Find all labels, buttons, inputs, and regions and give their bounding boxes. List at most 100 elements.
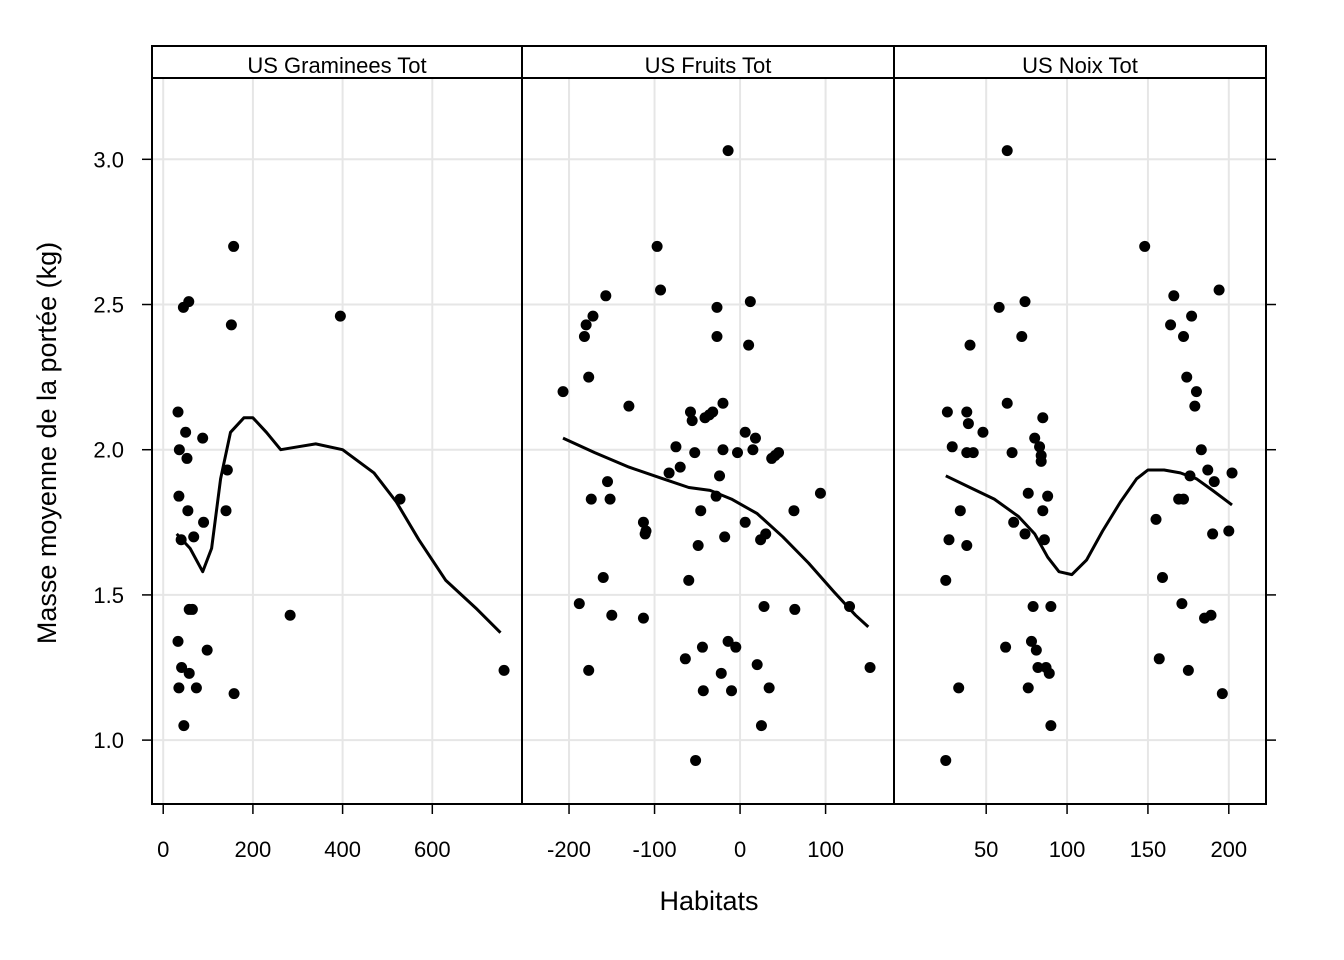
data-point: [600, 290, 612, 302]
data-point: [696, 641, 708, 653]
y-axis-title: Masse moyenne de la portée (kg): [32, 242, 62, 644]
data-point: [602, 476, 614, 488]
data-point: [679, 653, 691, 665]
data-point: [1156, 571, 1168, 583]
data-point: [334, 310, 346, 322]
data-point: [1168, 290, 1180, 302]
data-point: [228, 240, 240, 252]
data-point: [710, 490, 722, 502]
data-point: [684, 406, 696, 418]
data-point: [744, 296, 756, 308]
data-point: [722, 635, 734, 647]
data-point: [739, 516, 751, 528]
data-point: [1165, 319, 1177, 331]
x-tick-label: 100: [1049, 837, 1086, 862]
y-tick-label: 2.0: [93, 438, 124, 463]
x-tick-label: 400: [324, 837, 361, 862]
data-point: [747, 444, 759, 456]
data-point: [1139, 240, 1151, 252]
data-point: [394, 493, 406, 505]
loess-curve: [945, 468, 1233, 577]
data-point: [749, 432, 761, 444]
y-tick-label: 3.0: [93, 147, 124, 172]
loess-curve: [562, 436, 870, 629]
data-point: [1019, 296, 1031, 308]
data-point: [714, 470, 726, 482]
data-point: [755, 720, 767, 732]
data-point: [173, 444, 185, 456]
data-point: [1022, 682, 1034, 694]
data-point: [1202, 464, 1214, 476]
data-point: [715, 667, 727, 679]
data-point: [1043, 667, 1055, 679]
y-tick-label: 1.0: [93, 728, 124, 753]
data-point: [1001, 145, 1013, 157]
data-point: [651, 240, 663, 252]
data-point: [763, 682, 775, 694]
x-tick-label: 600: [414, 837, 451, 862]
data-point: [773, 447, 785, 459]
data-point: [1027, 601, 1039, 613]
data-point: [732, 447, 744, 459]
data-point: [1045, 720, 1057, 732]
data-point: [1216, 688, 1228, 700]
data-point: [961, 540, 973, 552]
data-point: [1178, 330, 1190, 342]
data-point: [637, 612, 649, 624]
data-point: [173, 490, 185, 502]
data-point: [954, 505, 966, 517]
data-point: [788, 505, 800, 517]
data-point: [220, 505, 232, 517]
panel-frame: [521, 77, 895, 805]
data-point: [743, 339, 755, 351]
data-point: [719, 531, 731, 543]
data-point: [711, 330, 723, 342]
data-point: [689, 447, 701, 459]
data-point: [557, 386, 569, 398]
data-point: [964, 339, 976, 351]
data-point: [606, 609, 618, 621]
data-point: [221, 464, 233, 476]
data-point: [717, 397, 729, 409]
frame-layer: [142, 45, 1276, 814]
data-point: [1006, 447, 1018, 459]
data-point: [967, 447, 979, 459]
data-point: [1045, 601, 1057, 613]
data-point: [1213, 284, 1225, 296]
data-point: [1190, 386, 1202, 398]
data-point: [690, 754, 702, 766]
data-point: [640, 525, 652, 537]
data-point: [583, 371, 595, 383]
data-point: [1022, 487, 1034, 499]
data-point: [697, 685, 709, 697]
data-point: [1184, 470, 1196, 482]
data-point: [711, 301, 723, 313]
data-point: [172, 635, 184, 647]
x-tick-label: -100: [633, 837, 677, 862]
y-tick-label: 1.5: [93, 583, 124, 608]
data-point: [722, 145, 734, 157]
data-point: [692, 540, 704, 552]
data-point: [1208, 476, 1220, 488]
data-point: [663, 467, 675, 479]
data-point: [1032, 662, 1044, 674]
data-point: [1042, 490, 1054, 502]
data-point: [623, 400, 635, 412]
data-point: [864, 662, 876, 674]
x-tick-label: 0: [157, 837, 169, 862]
data-point: [1037, 412, 1049, 424]
data-point: [188, 531, 200, 543]
data-point: [686, 415, 698, 427]
data-point: [739, 426, 751, 438]
data-point: [751, 659, 763, 671]
data-point: [1038, 534, 1050, 546]
x-tick-label: 200: [1210, 837, 1247, 862]
data-point: [1037, 505, 1049, 517]
data-point: [789, 603, 801, 615]
grid-layer: [152, 78, 1266, 804]
data-point: [173, 682, 185, 694]
data-point: [284, 609, 296, 621]
data-point: [583, 664, 595, 676]
data-point: [1035, 455, 1047, 467]
data-point: [1016, 330, 1028, 342]
